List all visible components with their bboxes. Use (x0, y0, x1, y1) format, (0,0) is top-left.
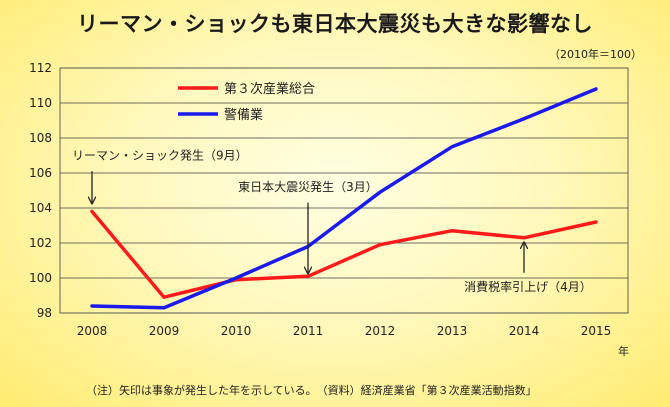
chart-title: リーマン・ショックも東日本大震災も大きな影響なし (77, 12, 593, 36)
x-tick-label: 2010 (221, 324, 252, 338)
unit-note: （2010年＝100） (549, 48, 642, 61)
y-tick-label: 102 (29, 236, 52, 250)
x-tick-label: 2014 (509, 324, 540, 338)
series-line-2 (90, 87, 598, 310)
legend-label-2: 警備業 (224, 107, 263, 123)
x-tick-label: 2009 (149, 324, 180, 338)
y-tick-label: 112 (29, 61, 52, 75)
x-tick-label: 2008 (77, 324, 108, 338)
plot-border (59, 67, 629, 314)
x-tick-label: 2011 (293, 324, 324, 338)
y-tick-label: 106 (29, 166, 52, 180)
legend-label-1: 第３次産業総合 (224, 81, 315, 97)
annotation-label: 東日本大震災発生（3月） (238, 180, 378, 194)
y-tick-label: 98 (37, 306, 52, 320)
series-line-1 (90, 209, 598, 299)
x-tick-label: 2013 (437, 324, 468, 338)
y-tick-label: 108 (29, 131, 52, 145)
y-tick-label: 104 (29, 201, 52, 215)
footnote: （注）矢印は事象が発生した年を示している。 （資料）経済産業省「第３次産業活動指… (86, 384, 537, 397)
y-tick-label: 110 (29, 96, 52, 110)
annotation-label: 消費税率引上げ（4月） (464, 279, 592, 294)
annotation-label: リーマン・ショック発生（9月） (72, 148, 248, 162)
x-tick-label: 2012 (365, 324, 396, 338)
y-tick-label: 100 (29, 271, 52, 285)
x-axis-unit: 年 (618, 344, 629, 358)
x-tick-label: 2015 (581, 324, 612, 338)
